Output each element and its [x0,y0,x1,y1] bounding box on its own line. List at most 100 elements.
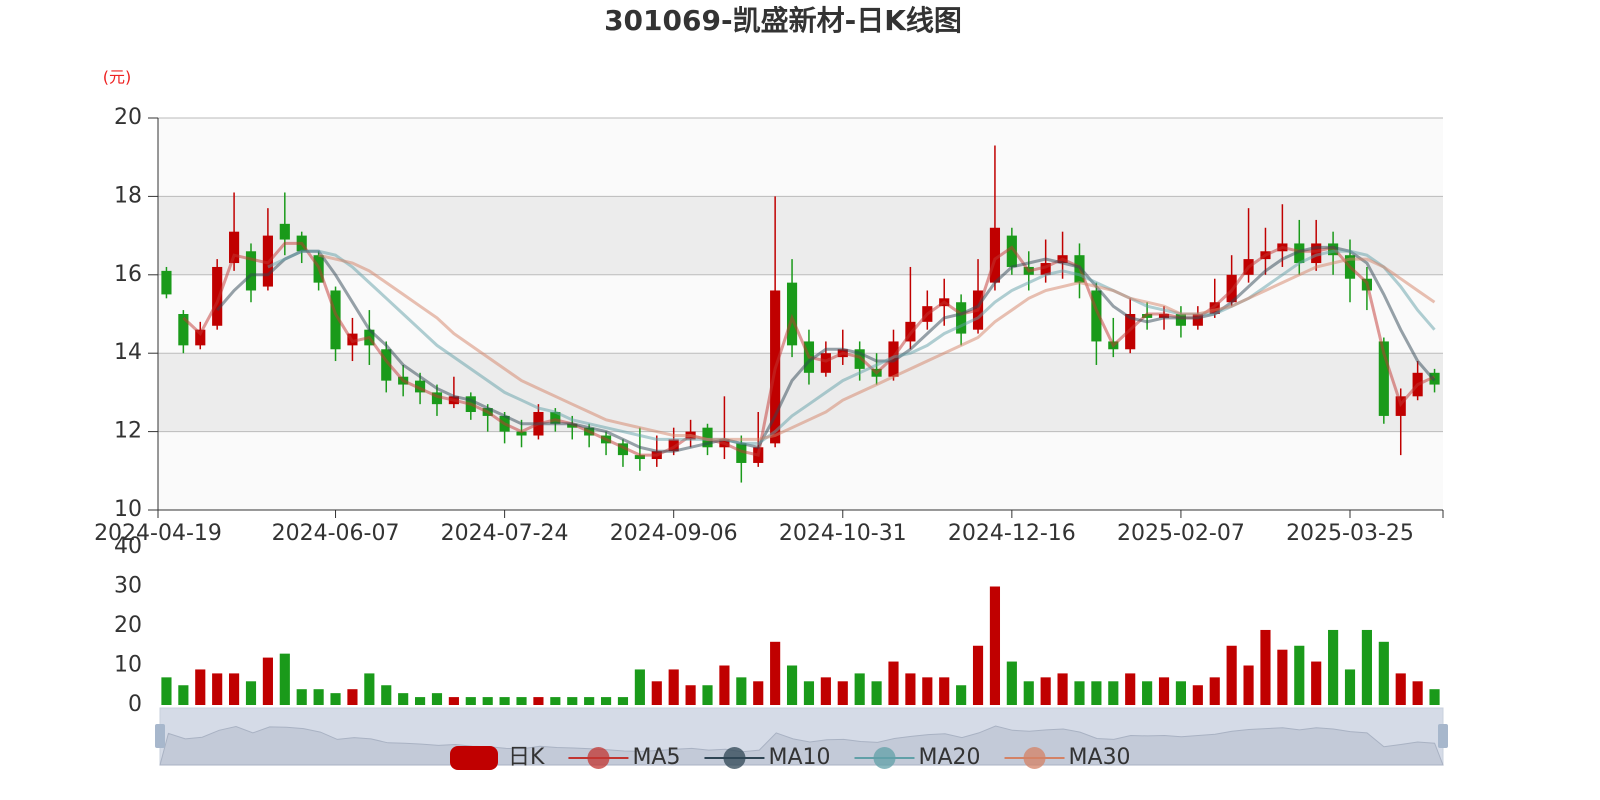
candle-body [1040,263,1051,275]
volume-bar [448,697,459,705]
legend-icon [587,747,610,769]
candle-body [1192,314,1203,326]
volume-bar [195,669,206,705]
volume-bar [229,673,240,705]
volume-bar [415,697,426,705]
candle-body [1294,243,1305,264]
legend-item[interactable]: 日K [450,745,545,770]
legend-icon [723,747,746,769]
x-tick-label: 2025-03-25 [1286,521,1414,546]
volume-bar [1192,685,1203,705]
volume-bar [1311,661,1322,705]
volume-bar [600,697,612,705]
ma-line [318,253,1436,441]
y-tick-label: 20 [114,105,142,130]
volume-bar [1091,681,1102,705]
x-tick-label: 2024-06-07 [272,521,400,546]
volume-bar [736,677,747,705]
legend-item[interactable]: MA5 [568,745,680,770]
candle-body [245,251,257,291]
volume-bar [888,661,899,705]
volume-bar [1344,669,1356,705]
volume-bar [1260,629,1271,705]
volume-tick-label: 40 [114,534,142,559]
volume-bar [465,697,476,705]
chart-title: 301069-凯盛新材-日K线图 [604,4,962,37]
volume-tick-label: 20 [114,613,142,638]
volume-tick-label: 30 [114,574,142,599]
volume-bar [1226,645,1237,705]
volume-bar [178,685,189,705]
legend-item[interactable]: MA10 [704,745,831,770]
volume-bar [313,689,324,705]
legend-icon [450,746,498,770]
volume-tick-label: 0 [128,692,142,717]
volume-bar [1057,673,1068,705]
volume-bar [1158,677,1170,705]
candle-body [1006,235,1017,267]
candle-body [702,427,713,448]
legend-label: MA20 [919,745,981,770]
grid-band [158,431,1443,510]
volume-bar [1040,677,1051,705]
candle-body [820,353,831,373]
volume-bar [584,697,595,705]
volume-bar [1378,641,1389,705]
candle-body [431,392,443,405]
legend-label: MA30 [1069,745,1131,770]
volume-bar [939,677,950,705]
volume-bar [567,697,578,705]
volume-bar [617,697,629,705]
volume-bar [1395,673,1406,705]
candle-body [668,439,679,452]
y-tick-label: 12 [114,419,142,444]
volume-bar [516,697,527,705]
candle-body [330,290,341,350]
candle-body [161,270,172,295]
zoom-handle[interactable] [155,724,165,748]
volume-bar [212,673,223,705]
candle-body [178,314,189,346]
volume-bar [550,697,561,705]
volume-bar [803,681,815,705]
candle-body [956,302,967,334]
volume-bar [651,681,662,705]
volume-bar [1277,649,1288,705]
volume-bar [245,681,257,705]
volume-bar [1074,681,1085,705]
candle-body [989,227,1001,283]
ma-line [216,245,1436,453]
volume-bar [922,677,933,705]
legend-item[interactable]: MA30 [1004,745,1131,770]
zoom-handle[interactable] [1438,724,1448,748]
volume-bar [956,685,967,705]
legend-icon [873,747,896,769]
volume-bar [854,673,865,705]
candle-body [634,455,645,460]
volume-bar [482,697,493,705]
volume-bar [296,689,307,705]
legend-label: MA5 [632,745,680,770]
legend-label: MA10 [768,745,830,770]
volume-bar [1412,681,1423,705]
candle-body [212,266,223,326]
volume-bar [279,653,290,705]
volume-bar [262,657,273,705]
volume-bar [347,689,358,705]
x-tick-label: 2024-12-16 [948,521,1076,546]
candle-body [381,349,392,381]
x-tick-label: 2024-07-24 [441,521,569,546]
volume-bar [1429,689,1440,705]
candle-body [617,443,629,456]
volume-bar [1175,681,1186,705]
volume-bar [1243,665,1254,705]
volume-bar [1328,629,1339,705]
volume-bar [786,665,798,705]
volume-bar [1294,645,1305,705]
legend-item[interactable]: MA20 [854,745,981,770]
volume-bar [1361,629,1372,705]
y-tick-label: 14 [114,340,142,365]
candle-body [1311,243,1322,264]
ma-line [182,241,1436,457]
volume-bar [499,697,510,705]
